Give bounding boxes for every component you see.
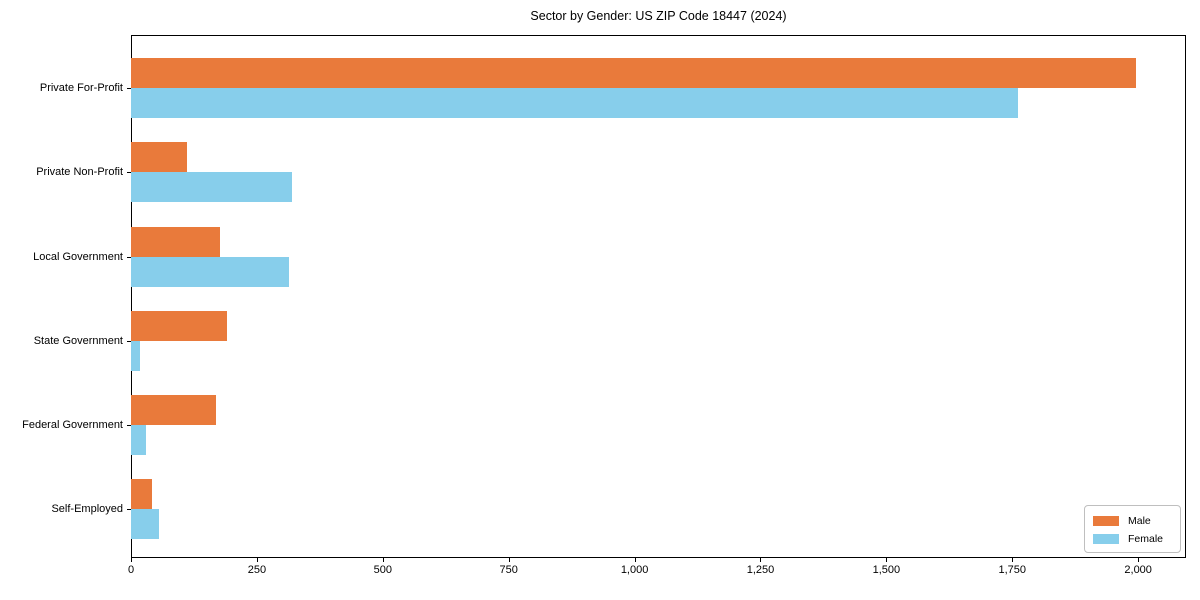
x-tick-label-1-000: 1,000 xyxy=(620,564,649,576)
legend-swatch-female xyxy=(1093,534,1119,544)
legend-swatch-male xyxy=(1093,516,1119,526)
bar-male-local-government xyxy=(131,226,221,257)
plot-area xyxy=(131,35,1186,558)
bar-female-self-employed xyxy=(131,509,160,539)
x-tick-label-1-250: 1,250 xyxy=(746,564,775,576)
y-axis-label-private-for-profit: Private For-Profit xyxy=(39,82,123,95)
x-tick-label-500: 500 xyxy=(373,564,392,576)
y-tick-mark xyxy=(127,340,131,342)
x-tick-mark xyxy=(1012,558,1014,562)
bar-female-private-non-profit xyxy=(131,172,292,203)
bar-male-self-employed xyxy=(131,479,152,509)
bar-female-local-government xyxy=(131,256,289,287)
y-tick-mark xyxy=(127,509,131,510)
bar-female-private-for-profit xyxy=(131,88,1019,119)
y-axis-label-self-employed: Self-Employed xyxy=(51,503,123,515)
chart-title: Sector by Gender: US ZIP Code 18447 (202… xyxy=(530,9,787,23)
x-tick-label-1-500: 1,500 xyxy=(872,564,901,576)
x-tick-label-750: 750 xyxy=(499,564,518,576)
bar-male-state-government xyxy=(131,310,227,341)
x-tick-mark xyxy=(382,558,384,562)
x-tick-mark xyxy=(760,558,762,562)
x-tick-mark xyxy=(508,558,510,562)
y-tick-mark xyxy=(127,424,131,426)
y-axis-label-private-non-profit: Private Non-Profit xyxy=(36,166,123,179)
legend-entry-male: Male xyxy=(1093,513,1172,530)
x-tick-mark xyxy=(1138,558,1140,562)
legend: Male Female xyxy=(1084,505,1181,553)
bar-male-federal-government xyxy=(131,394,217,425)
y-axis-label-local-government: Local Government xyxy=(33,250,123,263)
bar-female-state-government xyxy=(131,340,141,371)
legend-label-male: Male xyxy=(1128,515,1151,527)
x-tick-label-250: 250 xyxy=(247,564,267,576)
x-tick-mark xyxy=(886,558,888,562)
y-tick-mark xyxy=(127,256,131,258)
legend-entry-female: Female xyxy=(1093,531,1172,548)
bar-male-private-for-profit xyxy=(131,58,1136,89)
y-tick-mark xyxy=(127,88,131,90)
bar-male-private-non-profit xyxy=(131,142,188,173)
legend-label-female: Female xyxy=(1128,533,1164,545)
y-axis-label-federal-government: Federal Government xyxy=(22,418,123,431)
x-tick-mark xyxy=(256,558,258,562)
x-tick-label-2-000: 2,000 xyxy=(1124,564,1152,576)
y-tick-mark xyxy=(127,172,131,174)
x-tick-label-0: 0 xyxy=(127,564,135,576)
y-axis-label-state-government: State Government xyxy=(33,334,123,347)
x-tick-mark xyxy=(131,558,132,562)
x-tick-label-1-750: 1,750 xyxy=(998,564,1027,576)
bar-female-federal-government xyxy=(131,424,147,455)
x-tick-mark xyxy=(634,558,636,562)
